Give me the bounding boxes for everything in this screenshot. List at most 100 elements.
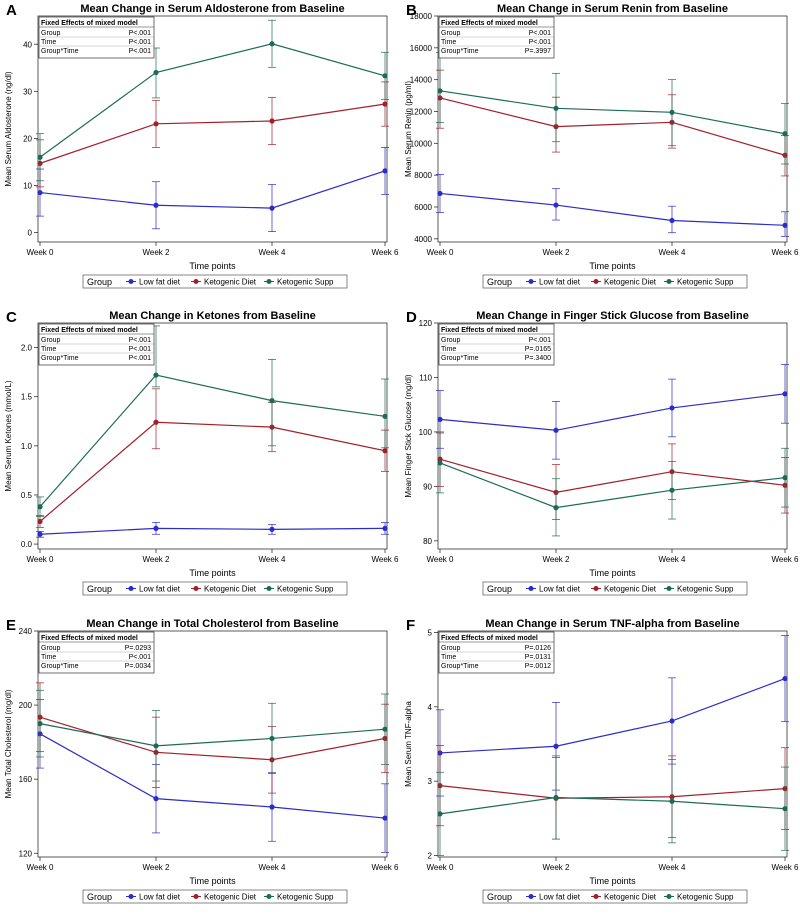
x-tick-label: Week 2: [543, 248, 571, 257]
data-point: [782, 675, 788, 682]
legend-entry: Ketogenic Diet: [604, 893, 657, 902]
panel-letter: A: [6, 2, 17, 19]
fixed-effects-p-value: P=.0165: [525, 346, 551, 353]
series-line: [39, 527, 386, 535]
series-low-fat-diet: [36, 147, 389, 232]
series-ketogenic-diet: [436, 431, 789, 520]
fixed-effects-frame: [38, 323, 155, 366]
series-ketogenic-supp: [436, 755, 789, 856]
y-axis-label: Mean Serum Aldosterone (ng/dl): [4, 71, 13, 187]
fixed-effects-row-label: Group: [41, 645, 61, 652]
fixed-effects-row-label: Group: [441, 30, 461, 37]
y-tick-label: 2: [428, 852, 433, 861]
series-low-fat-diet: [36, 699, 389, 853]
panel-letter: F: [406, 617, 415, 634]
plot-frame: [37, 15, 388, 243]
fixed-effects-row-label: Time: [41, 654, 56, 661]
series-low-fat-diet: [36, 522, 389, 538]
data-point: [382, 101, 388, 107]
panel-letter: D: [406, 309, 417, 326]
series-line: [39, 170, 386, 209]
series-line: [439, 458, 786, 493]
series-ketogenic-diet: [436, 69, 789, 177]
data-point: [153, 69, 159, 76]
legend-marker: [666, 279, 672, 284]
data-point: [553, 202, 559, 208]
fixed-effects-box: Fixed Effects of mixed model Group P<.001 T…: [438, 16, 555, 59]
data-point: [437, 811, 443, 817]
data-point: [669, 109, 675, 115]
series-ketogenic-supp: [36, 19, 389, 182]
fixed-effects-box: Fixed Effects of mixed model Group P<.001 T…: [38, 323, 155, 366]
x-tick-label: Week 4: [659, 248, 687, 257]
x-axis-label: Time points: [589, 876, 636, 886]
legend-entry: Ketogenic Supp: [677, 893, 734, 902]
legend-entry: Ketogenic Supp: [677, 585, 734, 594]
data-point: [153, 743, 159, 749]
fixed-effects-box: Fixed Effects of mixed model Group P<.001 T…: [38, 16, 155, 59]
fixed-effects-p-value: P=.3400: [525, 355, 551, 362]
fixed-effects-row-label: Group: [441, 337, 461, 344]
series-ketogenic-diet: [36, 81, 389, 188]
plot-frame: [37, 322, 388, 550]
legend-entry: Ketogenic Diet: [204, 893, 257, 902]
legend-marker: [128, 279, 134, 284]
legend-marker: [266, 586, 272, 591]
data-point: [553, 427, 559, 433]
data-point: [669, 217, 675, 224]
series-line: [439, 192, 786, 226]
fixed-effects-box: Fixed Effects of mixed model Group P=.0126…: [438, 631, 555, 674]
x-tick-label: Week 6: [372, 555, 400, 564]
fixed-effects-p-value: P<.001: [529, 39, 551, 46]
legend-title: Group: [87, 892, 112, 902]
panel-f: F Mean Change in Serum TNF-alpha from Bas…: [404, 617, 800, 904]
x-tick-label: Week 2: [143, 248, 171, 257]
fixed-effects-row-label: Group*Time: [441, 48, 479, 55]
fixed-effects-p-value: P=.0034: [125, 663, 151, 670]
series-line: [39, 723, 386, 747]
x-tick-label: Week 4: [259, 863, 287, 872]
panel-b: B Mean Change in Serum Renin from Baselin…: [404, 2, 799, 289]
data-point: [37, 721, 43, 727]
data-point: [37, 518, 43, 525]
legend-marker: [666, 586, 672, 591]
data-point: [153, 121, 159, 127]
legend-title: Group: [87, 277, 112, 287]
fixed-effects-title: Fixed Effects of mixed model: [441, 20, 538, 27]
legend: Group Low fat diet Ketogenic Diet Ketogenic…: [82, 274, 348, 289]
data-point: [153, 419, 159, 425]
fixed-effects-p-value: P<.001: [129, 346, 151, 353]
fixed-effects-frame: [438, 631, 555, 674]
plot-frame: [437, 15, 788, 243]
series-line: [39, 421, 386, 522]
series-low-fat-diet: [436, 364, 789, 460]
fixed-effects-title: Fixed Effects of mixed model: [41, 327, 138, 334]
legend-entry: Ketogenic Supp: [277, 585, 334, 594]
x-tick-label: Week 6: [772, 863, 800, 872]
fixed-effects-p-value: P<.001: [129, 337, 151, 344]
series-line: [39, 716, 386, 761]
y-tick-label: 40: [23, 40, 32, 49]
panel-a: A Mean Change in Serum Aldosterone from B…: [4, 2, 399, 289]
data-point: [782, 222, 788, 228]
fixed-effects-row-label: Time: [41, 39, 56, 46]
data-point: [437, 190, 443, 197]
data-point: [382, 413, 388, 419]
data-point: [782, 475, 788, 481]
legend-entry: Low fat diet: [539, 585, 581, 594]
y-tick-label: 110: [419, 373, 432, 382]
data-point: [553, 743, 559, 749]
y-tick-label: 160: [19, 775, 33, 784]
fixed-effects-row-label: Group*Time: [441, 663, 479, 670]
legend-title: Group: [87, 584, 112, 594]
legend: Group Low fat diet Ketogenic Diet Ketogenic…: [82, 889, 348, 904]
x-tick-label: Week 0: [27, 555, 55, 564]
data-point: [37, 531, 43, 537]
x-tick-label: Week 0: [27, 863, 55, 872]
data-point: [269, 41, 275, 47]
legend-entry: Ketogenic Diet: [604, 585, 657, 594]
legend-entry: Low fat diet: [539, 893, 581, 902]
panel-letter: C: [6, 309, 17, 326]
series-line: [439, 462, 786, 509]
data-point: [437, 416, 443, 422]
